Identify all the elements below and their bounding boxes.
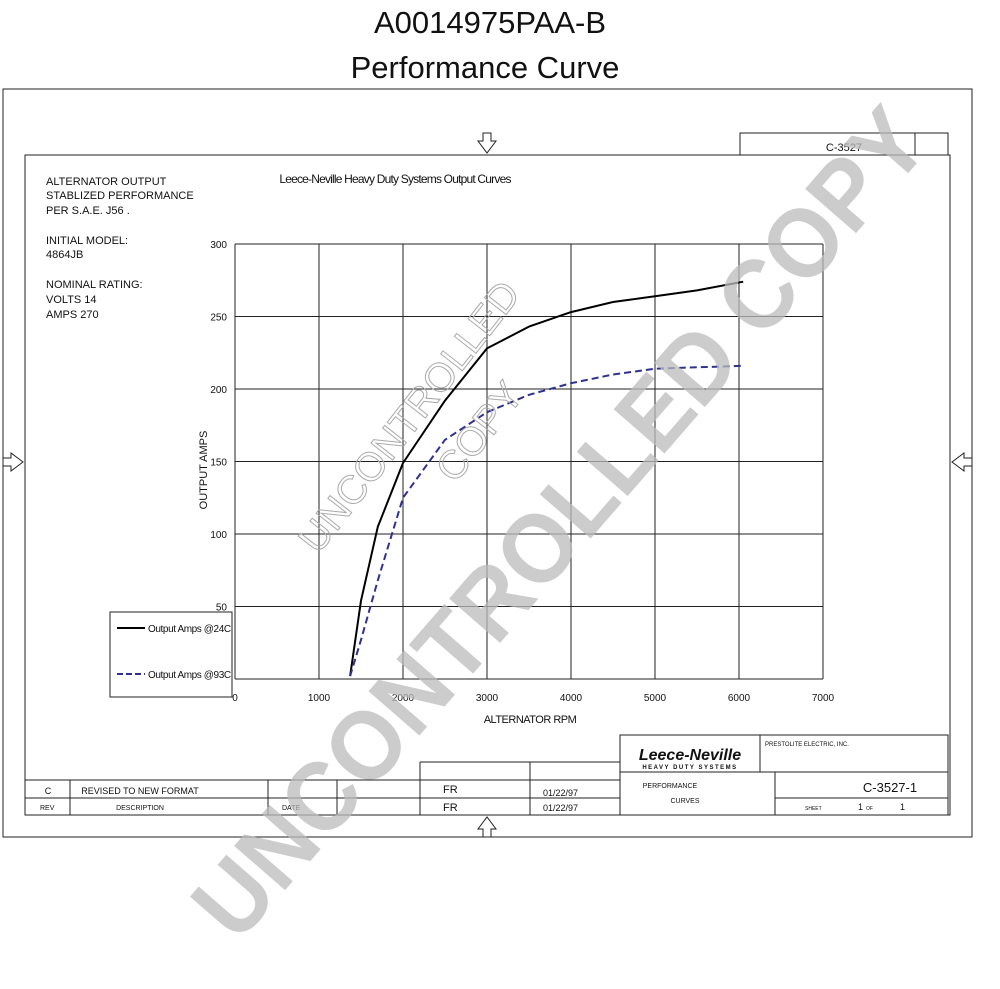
legend-box xyxy=(109,611,233,698)
of-label: OF xyxy=(866,806,873,812)
sheet-count: 1 xyxy=(900,802,905,812)
note-line: STABLIZED PERFORMANCE xyxy=(46,190,194,202)
legend-label: Output Amps @24C xyxy=(148,624,231,635)
y-tick-label: 50 xyxy=(216,603,228,614)
series-line xyxy=(349,364,744,677)
center-arrows xyxy=(2,132,973,838)
y-axis-label: OUTPUT AMPS xyxy=(198,431,210,510)
x-tick-label: 3000 xyxy=(476,693,499,704)
company-name: PRESTOLITE ELECTRIC, INC. xyxy=(765,742,849,748)
legend: Output Amps @24C Output Amps @93C xyxy=(117,624,231,681)
x-axis-label: ALTERNATOR RPM xyxy=(484,714,577,726)
note-line: 4864JB xyxy=(46,249,83,261)
sheet-label: SHEET xyxy=(805,806,822,812)
note-line: NOMINAL RATING: xyxy=(46,279,143,291)
y-tick-label: 150 xyxy=(210,458,227,469)
page-subtitle: Performance Curve xyxy=(351,50,620,85)
drawing-title-2: CURVES xyxy=(670,798,699,805)
checked-by: FR xyxy=(443,802,458,814)
series-line xyxy=(349,280,744,677)
y-tick-label: 100 xyxy=(210,530,227,541)
x-tick-label: 7000 xyxy=(812,693,835,704)
y-tick-label: 250 xyxy=(210,313,227,324)
curve-number-top: C-3527 xyxy=(826,142,862,154)
x-tick-label: 2000 xyxy=(392,693,415,704)
x-tick-label: 1000 xyxy=(308,693,331,704)
x-tick-label: 5000 xyxy=(644,693,667,704)
curve-number: C-3527-1 xyxy=(863,780,917,795)
description-label: DESCRIPTION xyxy=(116,805,164,812)
legend-label: Output Amps @93C xyxy=(148,670,231,681)
x-tick-label: 6000 xyxy=(728,693,751,704)
note-line: INITIAL MODEL: xyxy=(46,235,128,247)
note-line: ALTERNATOR OUTPUT xyxy=(46,176,167,188)
note-line: AMPS 270 xyxy=(46,309,99,321)
notes: ALTERNATOR OUTPUT STABLIZED PERFORMANCE PE… xyxy=(46,176,194,321)
y-tick-label: 200 xyxy=(210,385,227,396)
chart-title: Leece-Neville Heavy Duty Systems Output … xyxy=(279,172,511,186)
y-tick-label: 300 xyxy=(210,240,227,251)
title-block-lines xyxy=(24,132,949,816)
revision-description: REVISED TO NEW FORMAT xyxy=(81,786,199,796)
plot: 0501001502002503000100020003000400050006… xyxy=(210,240,834,704)
x-tick-label: 0 xyxy=(232,693,238,704)
checked-date: 01/22/97 xyxy=(543,803,578,813)
drawn-by: FR xyxy=(443,784,458,796)
page-title: A0014975PAA-B xyxy=(374,5,606,40)
sheet-number: 1 xyxy=(858,802,863,812)
x-tick-label: 4000 xyxy=(560,693,583,704)
drawn-date: 01/22/97 xyxy=(543,788,578,798)
rev-label: REV xyxy=(40,805,55,812)
revision: C xyxy=(45,786,52,796)
company-logo: Leece-Neville xyxy=(639,747,741,764)
drawing-title-1: PERFORMANCE xyxy=(643,783,698,790)
note-line: PER S.A.E. J56 . xyxy=(46,205,130,217)
date-label: DATE xyxy=(282,805,300,812)
watermark: UNCONTROLLED COPY xyxy=(170,87,948,959)
company-tag: HEAVY DUTY SYSTEMS xyxy=(642,765,737,771)
note-line: VOLTS 14 xyxy=(46,294,97,306)
